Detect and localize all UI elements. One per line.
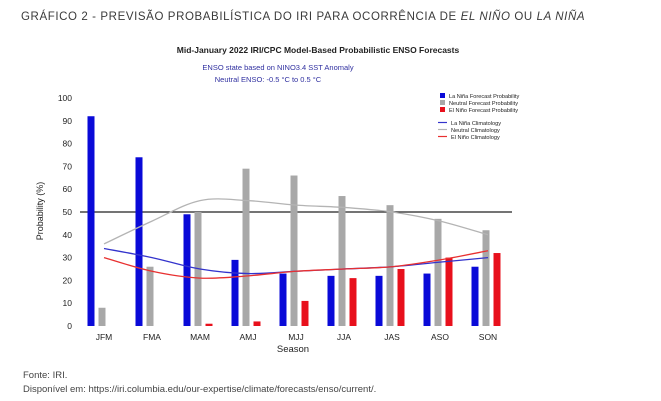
legend-swatch [440, 100, 445, 105]
bar [146, 266, 154, 326]
bar [98, 307, 106, 326]
bar [183, 214, 191, 326]
y-tick-label: 60 [63, 184, 73, 194]
legend-label: Neutral Climatology [451, 128, 500, 134]
bar [327, 275, 335, 326]
x-tick-label: AMJ [240, 332, 257, 342]
bar [279, 273, 287, 326]
bar [423, 273, 431, 326]
y-tick-label: 20 [63, 275, 73, 285]
x-tick-label: JFM [96, 332, 113, 342]
bar [386, 205, 394, 326]
bar [87, 116, 95, 327]
y-tick-label: 10 [63, 298, 73, 308]
bar [338, 196, 346, 326]
legend-swatch [440, 93, 445, 98]
caption-el-nino: EL NIÑO [460, 11, 511, 23]
y-tick-label: 70 [63, 161, 73, 171]
x-tick-label: JJA [337, 332, 352, 342]
legend-label: El Niño Forecast Probability [449, 108, 518, 114]
bar [482, 230, 490, 326]
y-tick-label: 90 [63, 116, 73, 126]
chart-subtitle-2: Neutral ENSO: -0.5 °C to 0.5 °C [215, 75, 322, 84]
chart-subtitle-1: ENSO state based on NINO3.4 SST Anomaly [202, 63, 353, 72]
bar [301, 300, 309, 326]
y-tick-label: 50 [63, 207, 73, 217]
caption-la-nina: LA NIÑA [536, 11, 586, 23]
x-tick-label: MAM [190, 332, 210, 342]
bar [242, 168, 250, 326]
caption-middle: OU [510, 11, 537, 23]
bar [231, 259, 239, 326]
plot-area: 0 10 20 30 40 50 60 70 80 90 100 JFM FMA MAM AMJ MJJ JJA… [58, 93, 512, 342]
bar [397, 269, 405, 326]
legend-label: La Niña Forecast Probability [449, 94, 519, 100]
x-tick-label: FMA [143, 332, 161, 342]
bar [253, 321, 261, 326]
x-tick-label: ASO [431, 332, 449, 342]
y-tick-label: 0 [67, 321, 72, 331]
bar [205, 323, 213, 326]
bar [471, 266, 479, 326]
bar [375, 275, 383, 326]
enso-forecast-chart: Mid-January 2022 IRI/CPC Model-Based Pro… [0, 36, 661, 366]
y-tick-label: 100 [58, 93, 72, 103]
chart-container: Mid-January 2022 IRI/CPC Model-Based Pro… [0, 36, 661, 366]
figure-caption: GRÁFICO 2 - PREVISÃO PROBABILÍSTICA DO I… [21, 11, 585, 23]
x-tick-label: JAS [384, 332, 400, 342]
bar [445, 257, 453, 326]
bar [349, 278, 357, 326]
y-tick-label: 40 [63, 230, 73, 240]
y-axis-label: Probability (%) [35, 182, 45, 241]
x-axis-label: Season [277, 344, 309, 355]
bar [135, 157, 143, 326]
legend-swatch [440, 107, 445, 112]
bar [290, 175, 298, 326]
legend-label: Neutral Forecast Probability [449, 101, 518, 107]
x-tick-label: SON [479, 332, 497, 342]
source-line: Fonte: IRI. [23, 370, 68, 381]
climatology-line [103, 198, 489, 245]
availability-line: Disponível em: https://iri.columbia.edu/… [23, 384, 377, 395]
legend-label: El Niño Climatology [451, 135, 500, 141]
x-tick-label: MJJ [288, 332, 304, 342]
legend-label: La Niña Climatology [451, 121, 501, 127]
chart-title: Mid-January 2022 IRI/CPC Model-Based Pro… [177, 45, 460, 55]
y-tick-label: 30 [63, 253, 73, 263]
climatology-line [103, 250, 489, 279]
y-tick-label: 80 [63, 139, 73, 149]
caption-prefix: GRÁFICO 2 - PREVISÃO PROBABILÍSTICA DO I… [21, 11, 461, 23]
source-note: Fonte: IRI. Disponível em: https://iri.c… [23, 369, 376, 397]
bar [434, 218, 442, 326]
bar [493, 253, 501, 326]
